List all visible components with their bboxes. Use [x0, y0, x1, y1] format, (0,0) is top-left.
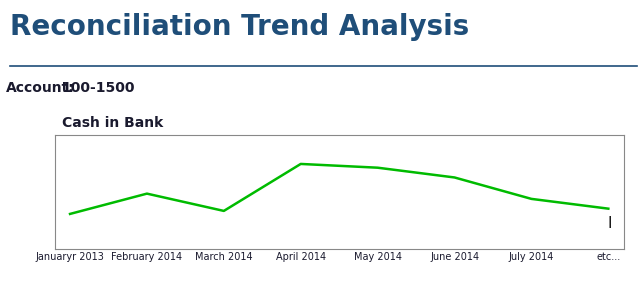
Text: Account:: Account: [6, 81, 75, 95]
Text: Cash in Bank: Cash in Bank [62, 116, 163, 130]
Text: 100-1500: 100-1500 [62, 81, 135, 95]
Text: Reconciliation Trend Analysis: Reconciliation Trend Analysis [10, 13, 469, 41]
Text: I: I [607, 216, 611, 231]
